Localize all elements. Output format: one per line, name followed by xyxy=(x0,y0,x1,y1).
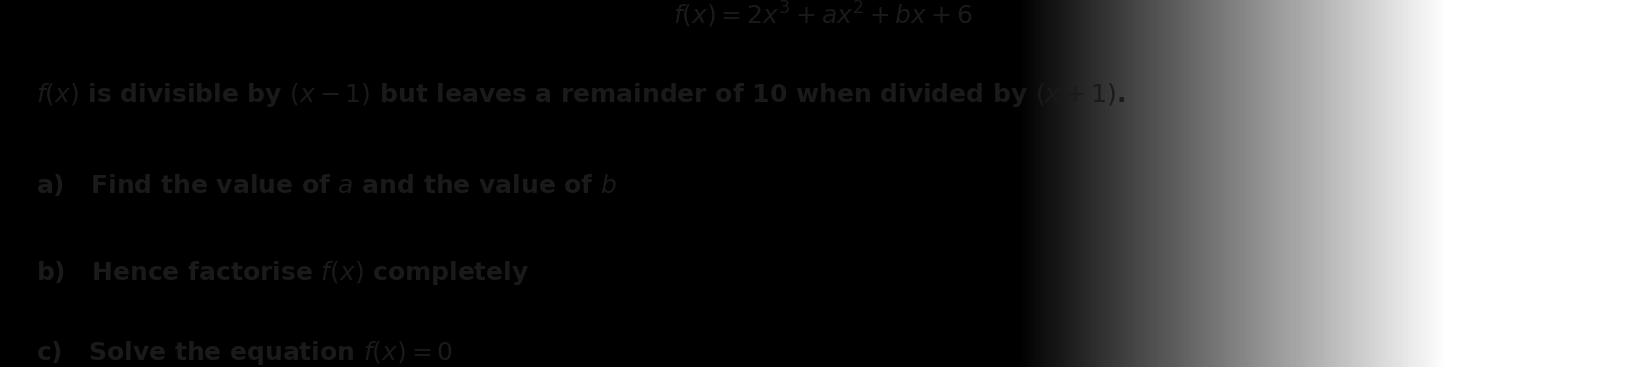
Text: $f(x) = 2x^3 + ax^2 + bx + 6$: $f(x) = 2x^3 + ax^2 + bx + 6$ xyxy=(673,0,972,30)
Text: a)   Find the value of $a$ and the value of $b$: a) Find the value of $a$ and the value o… xyxy=(36,172,617,199)
Text: b)   Hence factorise $f(x)$ completely: b) Hence factorise $f(x)$ completely xyxy=(36,259,530,287)
Text: c)   Solve the equation $f(x) = 0$: c) Solve the equation $f(x) = 0$ xyxy=(36,339,454,367)
Text: $f(x)$ is divisible by $(x - 1)$ but leaves a remainder of 10 when divided by $(: $f(x)$ is divisible by $(x - 1)$ but lea… xyxy=(36,81,1125,109)
